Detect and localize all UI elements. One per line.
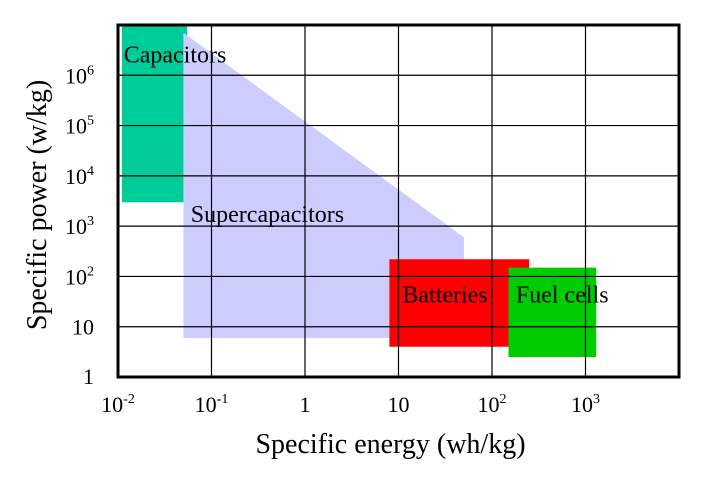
y-tick-labels: 1 10 102 103 104 105 106	[65, 63, 94, 389]
y-tick-label: 1	[83, 364, 94, 389]
x-tick-label: 103	[571, 392, 600, 417]
x-tick-label: 10	[388, 392, 410, 417]
x-axis-label: Specific energy (wh/kg)	[255, 429, 525, 460]
region-labels: Capacitors Supercapacitors Batteries Fuel c…	[124, 42, 609, 308]
y-tick-label: 102	[65, 264, 94, 289]
region-label-batteries: Batteries	[402, 283, 487, 309]
region-fuel-cells	[508, 267, 597, 357]
x-tick-labels: 10-2 10-1 1 10 102 103	[101, 392, 600, 417]
region-label-capacitors: Capacitors	[124, 42, 227, 68]
y-tick-label: 104	[65, 164, 94, 189]
y-axis-label: Specific power (w/kg)	[22, 80, 53, 330]
region-capacitors	[121, 25, 188, 203]
x-tick-label: 1	[300, 392, 311, 417]
y-tick-label: 103	[65, 214, 94, 239]
x-tick-label: 10-1	[195, 392, 229, 417]
x-tick-label: 10-2	[101, 392, 135, 417]
region-label-supercapacitors: Supercapacitors	[191, 202, 344, 228]
region-batteries	[389, 259, 530, 347]
chart-regions	[121, 25, 597, 357]
plot-frame	[116, 23, 681, 379]
y-tick-label: 10	[72, 315, 94, 340]
y-tick-label: 105	[65, 114, 94, 139]
region-label-fuel-cells: Fuel cells	[516, 283, 609, 309]
y-tick-label: 106	[65, 63, 94, 88]
grid-lines	[118, 25, 679, 377]
x-tick-label: 102	[478, 392, 507, 417]
